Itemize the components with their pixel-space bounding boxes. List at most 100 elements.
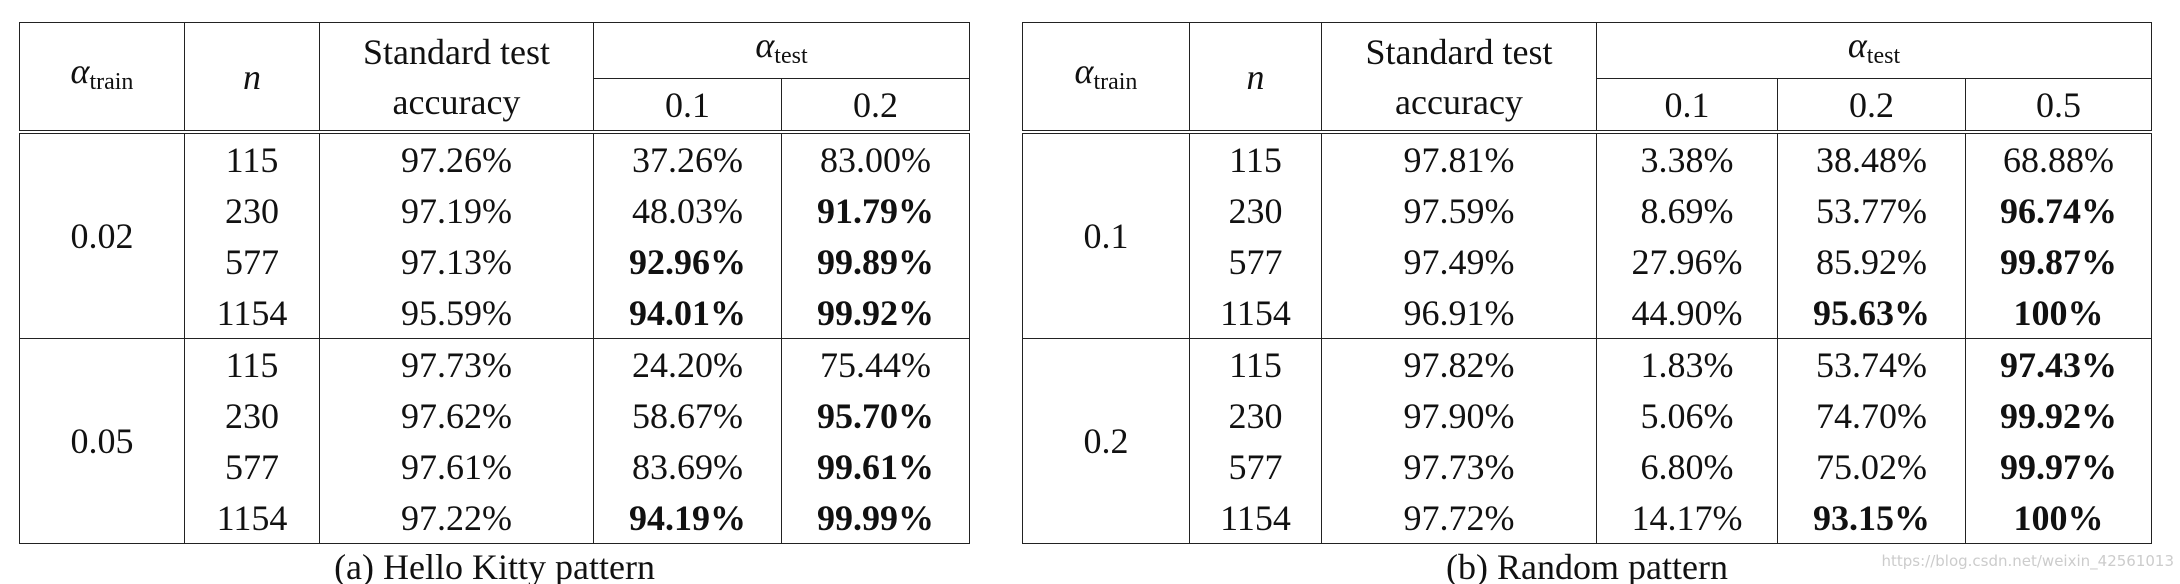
- n-cell: 1154: [1189, 492, 1322, 544]
- subscript: train: [1093, 69, 1138, 95]
- data-row: 1154 95.59% 94.01% 99.92%: [20, 287, 971, 339]
- data-row: 577 97.73% 6.80% 75.02% 99.97%: [1023, 441, 2153, 492]
- header-line: Standard test: [363, 31, 550, 72]
- result-cell: 95.70%: [780, 390, 971, 441]
- n-cell: 577: [184, 441, 320, 492]
- data-row: 1154 97.72% 14.17% 93.15% 100%: [1023, 492, 2153, 544]
- subscript: train: [89, 69, 134, 95]
- standard-cell: 97.19%: [319, 185, 594, 236]
- data-row: 1154 97.22% 94.19% 99.99%: [20, 492, 971, 544]
- table: αtrain n Standard test accuracy αtest 0.1 0.2 0…: [1022, 22, 2153, 544]
- result-cell: 38.48%: [1777, 130, 1966, 185]
- n-cell: 1154: [184, 287, 320, 339]
- header-alpha-value: 0.1: [593, 78, 782, 132]
- table-body: αtrain n Standard test accuracy αtest 0.1 0.2 0…: [1022, 22, 2153, 544]
- caption: (b) Random pattern: [1446, 547, 1728, 584]
- n-cell: 230: [184, 390, 320, 441]
- header-line: accuracy: [1395, 81, 1523, 122]
- standard-cell: 97.59%: [1321, 185, 1597, 236]
- result-cell: 44.90%: [1596, 287, 1778, 339]
- data-row: 0.02 115 97.26% 37.26% 83.00%: [19, 130, 971, 339]
- result-cell: 93.15%: [1777, 492, 1966, 544]
- subscript: test: [774, 43, 808, 69]
- header-row: αtrain n Standard test accuracy αtest: [1022, 22, 2153, 132]
- data-row: 577 97.13% 92.96% 99.89%: [20, 236, 971, 287]
- n-cell: 115: [184, 130, 320, 185]
- result-cell: 99.87%: [1964, 236, 2153, 287]
- result-cell: 1.83%: [1596, 338, 1778, 390]
- header-alpha-value: 0.2: [780, 78, 971, 132]
- result-cell: 5.06%: [1596, 390, 1778, 441]
- result-cell: 24.20%: [593, 338, 782, 390]
- data-row: 0.1 115 97.81% 3.38% 38.48% 68.88%: [1022, 130, 2153, 339]
- result-cell: 83.00%: [780, 130, 971, 185]
- result-cell: 68.88%: [1964, 130, 2153, 185]
- header-n: n: [184, 22, 320, 132]
- result-cell: 75.44%: [780, 338, 971, 390]
- alpha-symbol: α: [1074, 51, 1094, 91]
- standard-cell: 97.73%: [319, 338, 594, 390]
- header-alpha-train: αtrain: [19, 22, 185, 132]
- header-alpha-train: αtrain: [1022, 22, 1190, 132]
- data-row: 230 97.59% 8.69% 53.77% 96.74%: [1023, 185, 2153, 236]
- table-body: αtrain n Standard test accuracy αtest 0.1 0.2 0…: [19, 22, 971, 544]
- data-row: 0.05 115 97.73% 24.20% 75.44%: [19, 338, 971, 544]
- data-row: 230 97.62% 58.67% 95.70%: [20, 390, 971, 441]
- table-a: αtrain n Standard test accuracy αtest 0.1 0.2 0…: [19, 22, 971, 584]
- header-alpha-value: 0.2: [1777, 78, 1966, 132]
- header-row: αtrain n Standard test accuracy α test: [19, 22, 971, 132]
- header-line: Standard test: [1365, 31, 1553, 72]
- header-alpha-test: αtest: [1595, 22, 2153, 79]
- data-row: 577 97.49% 27.96% 85.92% 99.87%: [1023, 236, 2153, 287]
- alpha-train-cell: 0.1: [1022, 130, 1190, 339]
- standard-cell: 97.90%: [1321, 390, 1597, 441]
- result-cell: 95.63%: [1777, 287, 1966, 339]
- result-cell: 99.92%: [1964, 390, 2153, 441]
- result-cell: 94.19%: [593, 492, 782, 544]
- result-cell: 85.92%: [1777, 236, 1966, 287]
- n-cell: 115: [1189, 338, 1322, 390]
- result-cell: 37.26%: [593, 130, 782, 185]
- standard-cell: 97.22%: [319, 492, 594, 544]
- result-cell: 99.97%: [1964, 441, 2153, 492]
- result-cell: 100%: [1964, 287, 2153, 339]
- standard-cell: 97.81%: [1321, 130, 1597, 185]
- result-cell: 83.69%: [593, 441, 782, 492]
- header-n: n: [1189, 22, 1322, 132]
- header-standard: Standard test accuracy: [319, 22, 594, 132]
- data-row: 1154 96.91% 44.90% 95.63% 100%: [1023, 287, 2153, 339]
- header-alpha-value: 0.5: [1964, 78, 2153, 132]
- result-cell: 96.74%: [1964, 185, 2153, 236]
- header-standard: Standard test accuracy: [1321, 22, 1597, 132]
- standard-cell: 96.91%: [1321, 287, 1597, 339]
- result-cell: 74.70%: [1777, 390, 1966, 441]
- result-cell: 6.80%: [1596, 441, 1778, 492]
- n-cell: 1154: [184, 492, 320, 544]
- standard-cell: 97.13%: [319, 236, 594, 287]
- standard-cell: 97.61%: [319, 441, 594, 492]
- result-cell: 92.96%: [593, 236, 782, 287]
- result-cell: 14.17%: [1596, 492, 1778, 544]
- standard-cell: 97.62%: [319, 390, 594, 441]
- alpha-symbol: α: [70, 51, 90, 91]
- n-cell: 115: [184, 338, 320, 390]
- table: αtrain n Standard test accuracy αtest 0.1 0.2 0…: [19, 22, 971, 544]
- header-row: 0.1 0.2: [20, 78, 971, 132]
- watermark: https://blog.csdn.net/weixin_42561013: [1881, 552, 2174, 570]
- standard-cell: 97.72%: [1321, 492, 1597, 544]
- result-cell: 27.96%: [1596, 236, 1778, 287]
- result-cell: 99.99%: [780, 492, 971, 544]
- result-cell: 53.77%: [1777, 185, 1966, 236]
- result-cell: 58.67%: [593, 390, 782, 441]
- standard-cell: 97.73%: [1321, 441, 1597, 492]
- n-cell: 577: [1189, 441, 1322, 492]
- data-row: 230 97.19% 48.03% 91.79%: [20, 185, 971, 236]
- data-row: 230 97.90% 5.06% 74.70% 99.92%: [1023, 390, 2153, 441]
- result-cell: 91.79%: [780, 185, 971, 236]
- standard-cell: 97.82%: [1321, 338, 1597, 390]
- alpha-train-cell: 0.05: [19, 338, 185, 544]
- header-row: 0.1 0.2 0.5: [1023, 78, 2153, 132]
- n-cell: 230: [1189, 390, 1322, 441]
- subscript: test: [1866, 43, 1901, 69]
